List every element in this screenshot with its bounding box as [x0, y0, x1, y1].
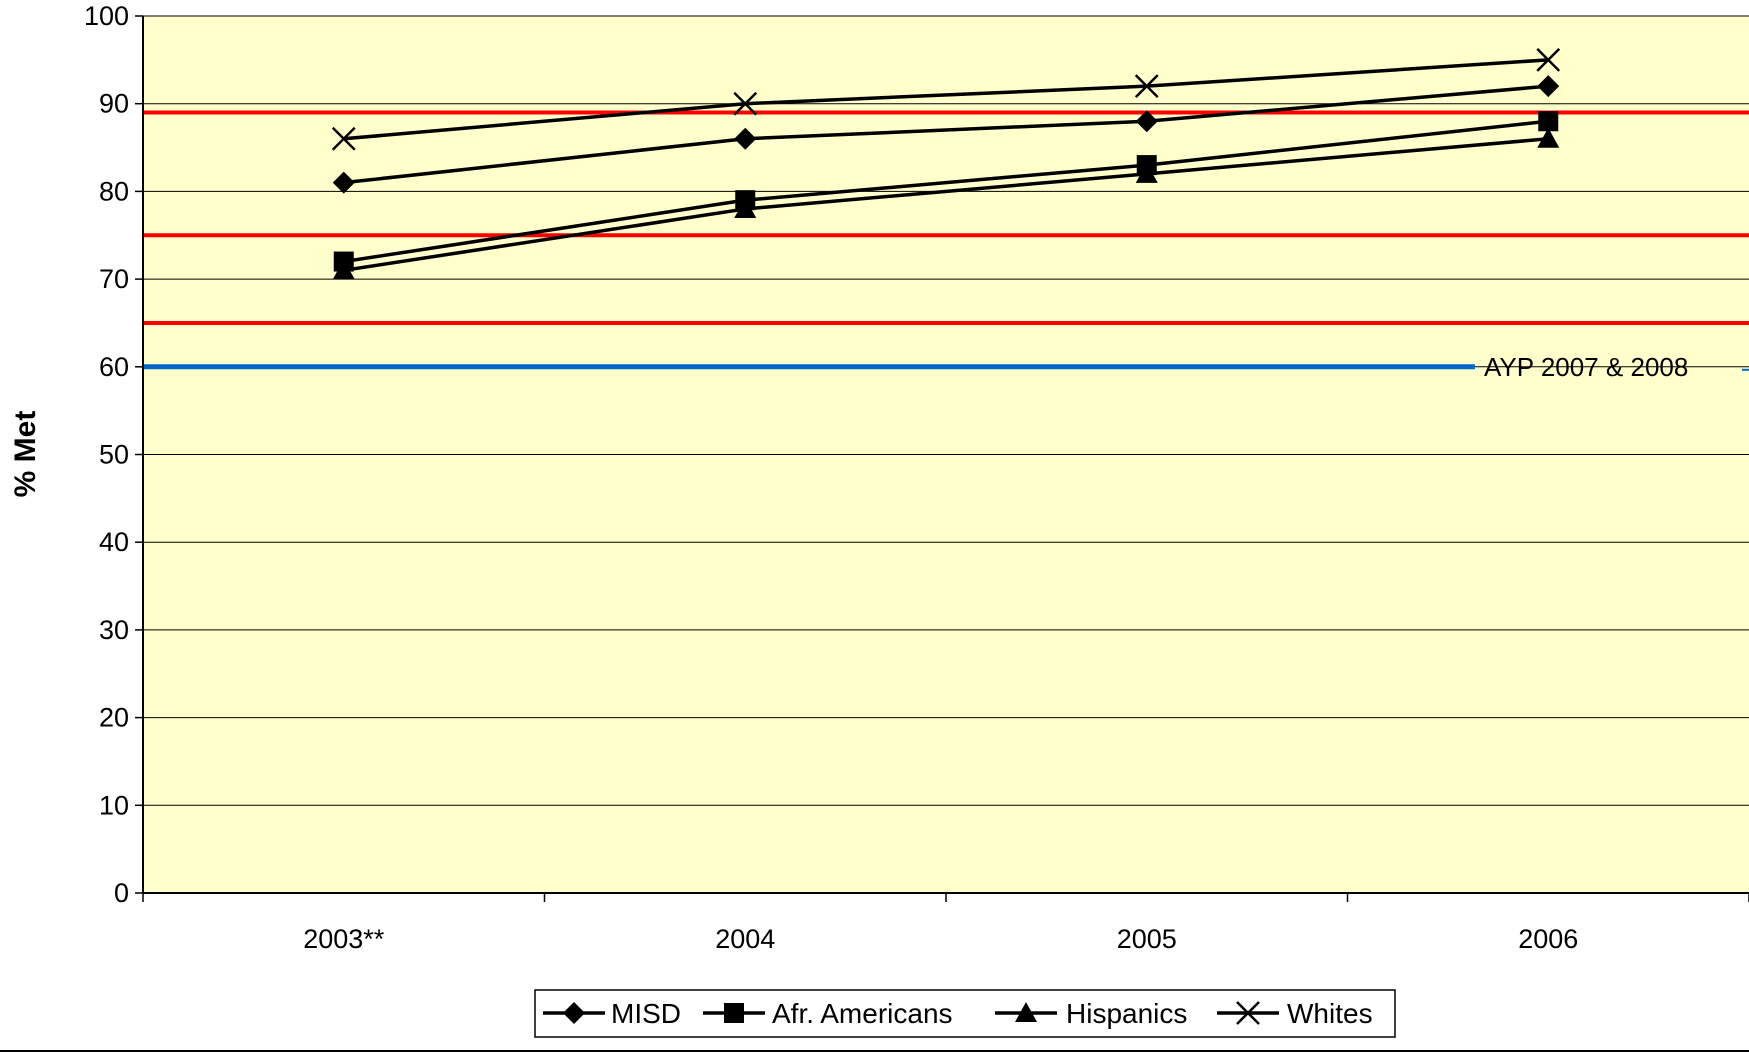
marker-x-stroke	[1236, 1001, 1260, 1025]
series-afr-americans	[333, 111, 1559, 272]
legend-item: MISD	[543, 998, 681, 1029]
marker-x-stroke	[1134, 74, 1159, 99]
marker-triangle	[1135, 162, 1158, 183]
legend-label: MISD	[611, 998, 681, 1029]
series-line	[343, 58, 1549, 141]
series-line	[343, 84, 1549, 185]
series-line	[343, 137, 1549, 273]
series-line	[343, 119, 1549, 264]
marker-triangle	[1015, 1002, 1037, 1022]
reference-line-label: AYP 2007 & 2008	[1484, 352, 1688, 382]
y-tick-label: 30	[99, 615, 129, 645]
marker-x	[733, 91, 758, 116]
marker-diamond	[563, 1002, 585, 1024]
marker-triangle	[734, 197, 757, 218]
y-tick-label: 90	[99, 89, 129, 119]
y-tick-label: 100	[84, 1, 129, 31]
series-whites	[331, 47, 1561, 151]
legend-label: Afr. Americans	[772, 998, 953, 1029]
marker-diamond	[734, 127, 757, 150]
marker-x	[331, 126, 356, 151]
legend-item: Afr. Americans	[703, 998, 953, 1029]
y-tick-label: 20	[99, 703, 129, 733]
y-tick-label: 80	[99, 176, 129, 206]
y-tick-label: 10	[99, 790, 129, 820]
y-tick-label: 40	[99, 527, 129, 557]
marker-x	[1236, 1001, 1260, 1025]
y-tick-label: 50	[99, 440, 129, 470]
legend-item: Whites	[1217, 998, 1373, 1029]
marker-x-stroke	[1536, 47, 1561, 72]
marker-square	[1538, 111, 1559, 132]
series-lines	[331, 47, 1561, 280]
axes: 0 10 20 30 40 50 60 70 80 90 100 2003** 2004 2005 2006	[84, 1, 1749, 954]
y-tick-label: 70	[99, 264, 129, 294]
x-tick-label: 2006	[1518, 924, 1578, 954]
marker-x	[1134, 74, 1159, 99]
reference-lines: AYP 2007 & 2008	[143, 110, 1749, 382]
marker-diamond	[332, 171, 355, 194]
y-tick-label: 60	[99, 352, 129, 382]
marker-square	[724, 1003, 744, 1023]
series-hispanics	[332, 127, 1560, 280]
legend: MISD Afr. Americans Hispanics Whites	[534, 989, 1396, 1038]
marker-x-stroke	[331, 126, 356, 151]
series-misd	[332, 75, 1560, 194]
marker-x	[1536, 47, 1561, 72]
marker-diamond	[1537, 75, 1560, 98]
marker-x-stroke	[733, 91, 758, 116]
x-tick-label: 2005	[1117, 924, 1177, 954]
y-tick-label: 0	[114, 878, 129, 908]
marker-triangle	[332, 259, 355, 280]
legend-label: Whites	[1287, 998, 1373, 1029]
legend-label: Hispanics	[1066, 998, 1187, 1029]
legend-item: Hispanics	[995, 998, 1187, 1029]
x-tick-label: 2004	[715, 924, 775, 954]
marker-triangle	[1537, 127, 1560, 148]
x-tick-label: 2003**	[303, 924, 385, 954]
marker-diamond	[1135, 110, 1158, 133]
y-axis-title: % Met	[9, 411, 42, 498]
